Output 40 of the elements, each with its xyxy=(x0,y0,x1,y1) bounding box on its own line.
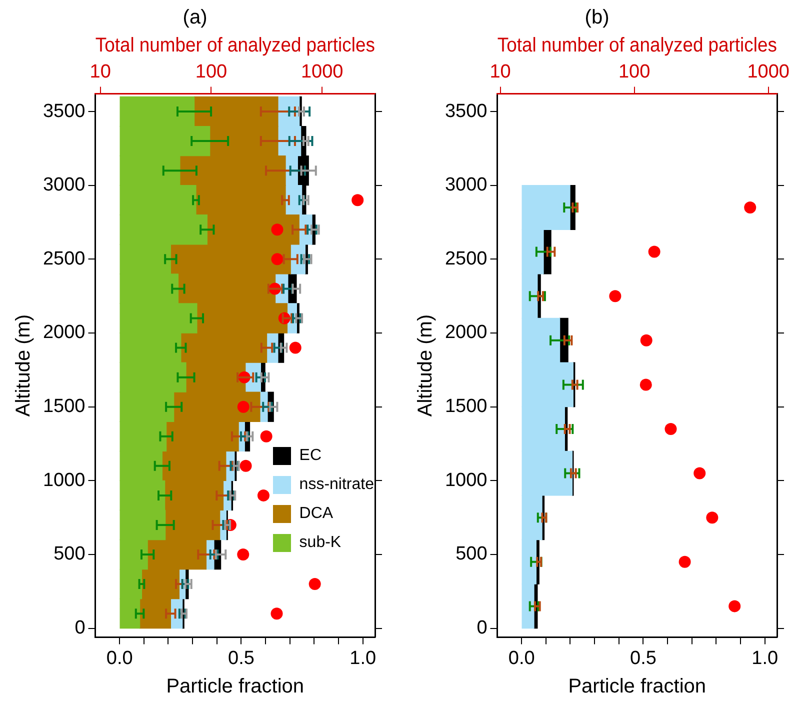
y-tick-label: 1000 xyxy=(42,470,86,491)
x-tick-label: 0.0 xyxy=(508,648,535,669)
x-tick-label: 0.5 xyxy=(630,648,656,669)
y-tick-label: 500 xyxy=(54,544,86,565)
chart-title: (a) xyxy=(182,6,208,29)
legend-label: sub-K xyxy=(299,534,342,552)
x2-tick-label: 100 xyxy=(618,62,650,83)
y-tick-label: 2000 xyxy=(444,322,488,344)
y-tick-label: 3500 xyxy=(42,100,86,122)
x-axis-title: Particle fraction xyxy=(166,676,304,698)
y-tick-label: 2500 xyxy=(444,248,488,270)
x2-tick-label: 10 xyxy=(490,62,511,83)
x2-axis-title: Total number of analyzed particles xyxy=(95,34,375,57)
y-tick-label: 1000 xyxy=(444,470,488,491)
y-tick-label: 2000 xyxy=(42,322,86,344)
y-tick-label: 3000 xyxy=(42,174,86,196)
x2-tick-label: 1000 xyxy=(747,62,790,83)
y-tick-label: 0 xyxy=(476,618,488,639)
legend-label: EC xyxy=(299,446,322,464)
x-tick-label: 0.5 xyxy=(228,648,254,669)
x2-tick-label: 100 xyxy=(195,62,228,83)
y-tick-label: 2500 xyxy=(42,248,86,270)
y-tick-label: 0 xyxy=(74,618,86,639)
y-tick-label: 500 xyxy=(456,544,488,565)
y-axis-title: Altitude (m) xyxy=(12,314,35,417)
x-axis-title: Particle fraction xyxy=(568,676,706,698)
x-tick-label: 1.0 xyxy=(350,648,376,669)
x-tick-label: 0.0 xyxy=(106,648,133,669)
x2-tick-label: 1000 xyxy=(300,62,344,83)
chart-title: (b) xyxy=(584,6,610,29)
x2-tick-label: 10 xyxy=(90,62,111,83)
y-tick-label: 1500 xyxy=(42,396,86,418)
legend-label: nss-nitrate xyxy=(299,476,374,494)
x2-axis-title: Total number of analyzed particles xyxy=(497,34,777,57)
y-tick-label: 3500 xyxy=(444,100,488,122)
y-tick-label: 3000 xyxy=(444,174,488,196)
x-tick-label: 1.0 xyxy=(752,648,778,669)
y-tick-label: 1500 xyxy=(444,396,488,418)
legend-label: DCA xyxy=(299,504,334,522)
y-axis-title: Altitude (m) xyxy=(414,314,437,417)
